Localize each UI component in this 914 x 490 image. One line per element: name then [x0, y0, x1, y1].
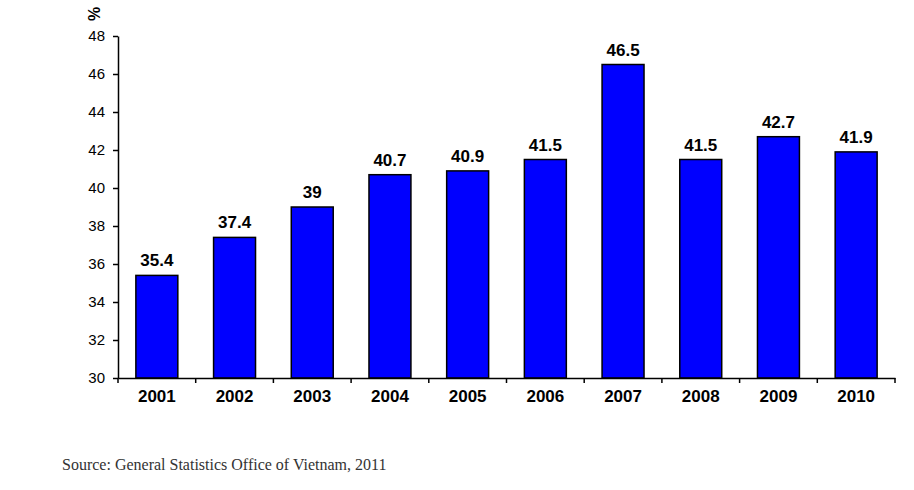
data-label: 41.5 — [684, 136, 717, 155]
y-tick-mark — [113, 264, 118, 266]
x-tick: 2010 — [837, 378, 875, 406]
y-tick-mark — [113, 226, 118, 228]
x-tick-label: 2009 — [760, 387, 798, 406]
y-tick-mark — [113, 340, 118, 342]
bar — [291, 207, 333, 378]
x-boundary-tick — [195, 378, 197, 383]
y-tick-label: 36 — [88, 255, 105, 272]
data-label: 35.4 — [140, 251, 174, 270]
bar — [757, 137, 799, 378]
y-axis-line — [118, 37, 120, 379]
x-tick-label: 2007 — [604, 387, 642, 406]
y-tick: 36 — [88, 255, 118, 272]
x-tick: 2009 — [760, 378, 798, 406]
y-tick-label: 34 — [88, 293, 105, 310]
x-boundary-tick — [117, 378, 119, 383]
x-tick-label: 2005 — [449, 387, 487, 406]
y-tick: 32 — [88, 331, 118, 348]
y-tick: 42 — [88, 141, 118, 158]
y-tick-mark — [113, 112, 118, 114]
data-label: 46.5 — [607, 41, 640, 60]
y-tick-label: 32 — [88, 331, 105, 348]
x-tick: 2004 — [371, 378, 409, 406]
y-tick: 44 — [88, 103, 118, 120]
y-tick: 30 — [88, 369, 118, 386]
bar — [214, 237, 256, 378]
y-tick-mark — [113, 150, 118, 152]
x-tick-label: 2003 — [293, 387, 331, 406]
x-tick: 2007 — [604, 378, 642, 406]
y-tick-mark — [113, 74, 118, 76]
source-note: Source: General Statistics Office of Vie… — [62, 456, 386, 473]
x-tick: 2006 — [526, 378, 564, 406]
bar — [136, 275, 178, 378]
y-tick-mark — [113, 36, 118, 38]
y-axis: 30 32 34 36 38 40 42 44 46 48 — [88, 27, 118, 386]
y-axis-title: % — [86, 7, 103, 21]
y-tick-label: 48 — [88, 27, 105, 44]
x-boundary-tick — [506, 378, 508, 383]
data-labels: 35.4 37.4 39 40.7 40.9 41.5 46.5 41.5 42.7 41.9 — [140, 41, 872, 271]
x-boundary-ticks — [118, 378, 895, 383]
x-boundary-tick — [817, 378, 819, 383]
x-boundary-tick — [583, 378, 585, 383]
x-tick-label: 2001 — [138, 387, 176, 406]
x-tick-label: 2002 — [216, 387, 254, 406]
x-tick-label: 2010 — [837, 387, 875, 406]
x-tick: 2001 — [138, 378, 176, 406]
y-tick-label: 46 — [88, 65, 105, 82]
data-label: 41.9 — [840, 128, 873, 147]
x-boundary-tick — [894, 378, 896, 383]
bar — [835, 152, 877, 378]
y-tick-label: 40 — [88, 179, 105, 196]
x-tick-label: 2004 — [371, 387, 409, 406]
y-tick: 40 — [88, 179, 118, 196]
bar — [524, 160, 566, 379]
y-tick-label: 42 — [88, 141, 105, 158]
y-tick: 48 — [88, 27, 118, 44]
data-label: 41.5 — [529, 136, 562, 155]
data-label: 37.4 — [218, 213, 252, 232]
x-tick-label: 2008 — [682, 387, 720, 406]
x-boundary-tick — [739, 378, 741, 383]
x-tick-label: 2006 — [526, 387, 564, 406]
bar — [447, 171, 489, 378]
x-axis: 2001 2002 2003 2004 2005 2006 2007 2008 2009 2010 — [118, 378, 896, 406]
bar — [369, 175, 411, 378]
y-tick-label: 38 — [88, 217, 105, 234]
y-tick-mark — [113, 302, 118, 304]
plot: 30 32 34 36 38 40 42 44 46 48 2001 2002 2003 2004 2005… — [88, 27, 895, 406]
x-boundary-tick — [273, 378, 275, 383]
y-tick: 34 — [88, 293, 118, 310]
y-tick: 46 — [88, 65, 118, 82]
data-label: 39 — [303, 183, 322, 202]
y-tick-label: 44 — [88, 103, 105, 120]
data-label: 40.9 — [451, 147, 484, 166]
x-tick: 2005 — [449, 378, 487, 406]
data-label: 42.7 — [762, 113, 795, 132]
x-boundary-tick — [428, 378, 430, 383]
y-tick-mark — [113, 188, 118, 190]
y-tick-label: 30 — [88, 369, 105, 386]
x-boundary-tick — [661, 378, 663, 383]
chart-container: 30 32 34 36 38 40 42 44 46 48 2001 2002 2003 2004 2005… — [0, 0, 914, 490]
x-boundary-tick — [350, 378, 352, 383]
x-tick: 2003 — [293, 378, 331, 406]
chart-svg: 30 32 34 36 38 40 42 44 46 48 2001 2002 2003 2004 2005… — [0, 0, 914, 490]
x-tick: 2002 — [216, 378, 254, 406]
bar — [680, 160, 722, 379]
bars — [136, 65, 877, 379]
x-tick: 2008 — [682, 378, 720, 406]
data-label: 40.7 — [373, 151, 406, 170]
y-tick: 38 — [88, 217, 118, 234]
bar — [602, 65, 644, 379]
